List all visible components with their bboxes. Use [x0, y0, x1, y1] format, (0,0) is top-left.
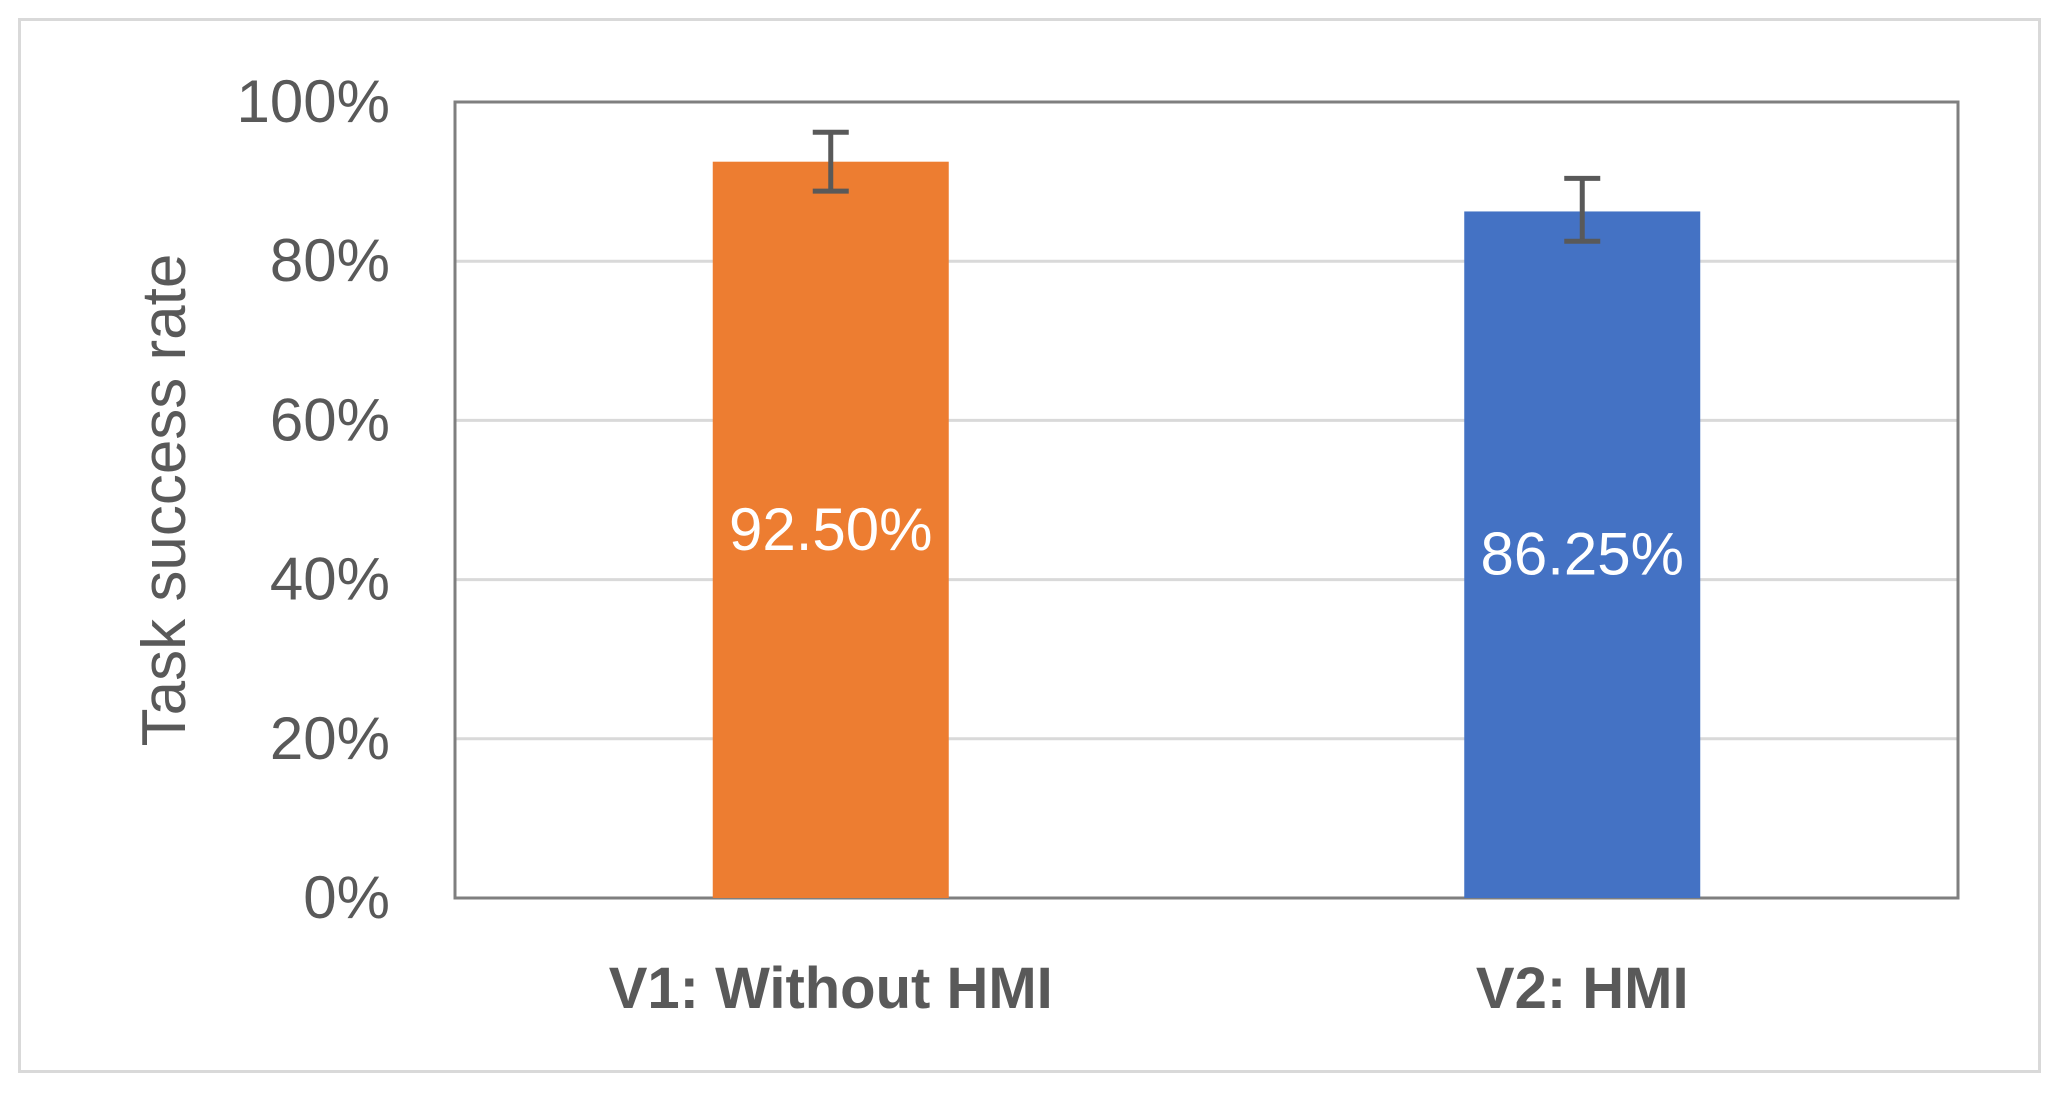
data-label: 86.25% [1481, 521, 1685, 588]
y-tick-labels: 0% 20% 40% 60% 80% 100% [237, 68, 390, 931]
bar [712, 161, 949, 898]
x-category-labels: V1: Without HMI V2: HMI [609, 956, 1689, 1021]
y-tick-label: 60% [270, 386, 390, 453]
y-axis-title: Task success rate [130, 254, 199, 747]
plot-area-border [453, 100, 1960, 900]
y-tick-label: 0% [303, 864, 390, 931]
bar [1464, 211, 1701, 898]
bars: 92.50% 86.25% [712, 129, 1701, 898]
x-category-label: V1: Without HMI [609, 956, 1053, 1021]
x-category-label: V2: HMI [1476, 956, 1689, 1021]
y-tick-label: 20% [270, 705, 390, 772]
y-tick-label: 40% [270, 546, 390, 613]
data-label: 92.50% [729, 496, 933, 563]
y-tick-label: 80% [270, 227, 390, 294]
gridlines [455, 259, 1958, 900]
y-tick-label: 100% [237, 68, 390, 135]
